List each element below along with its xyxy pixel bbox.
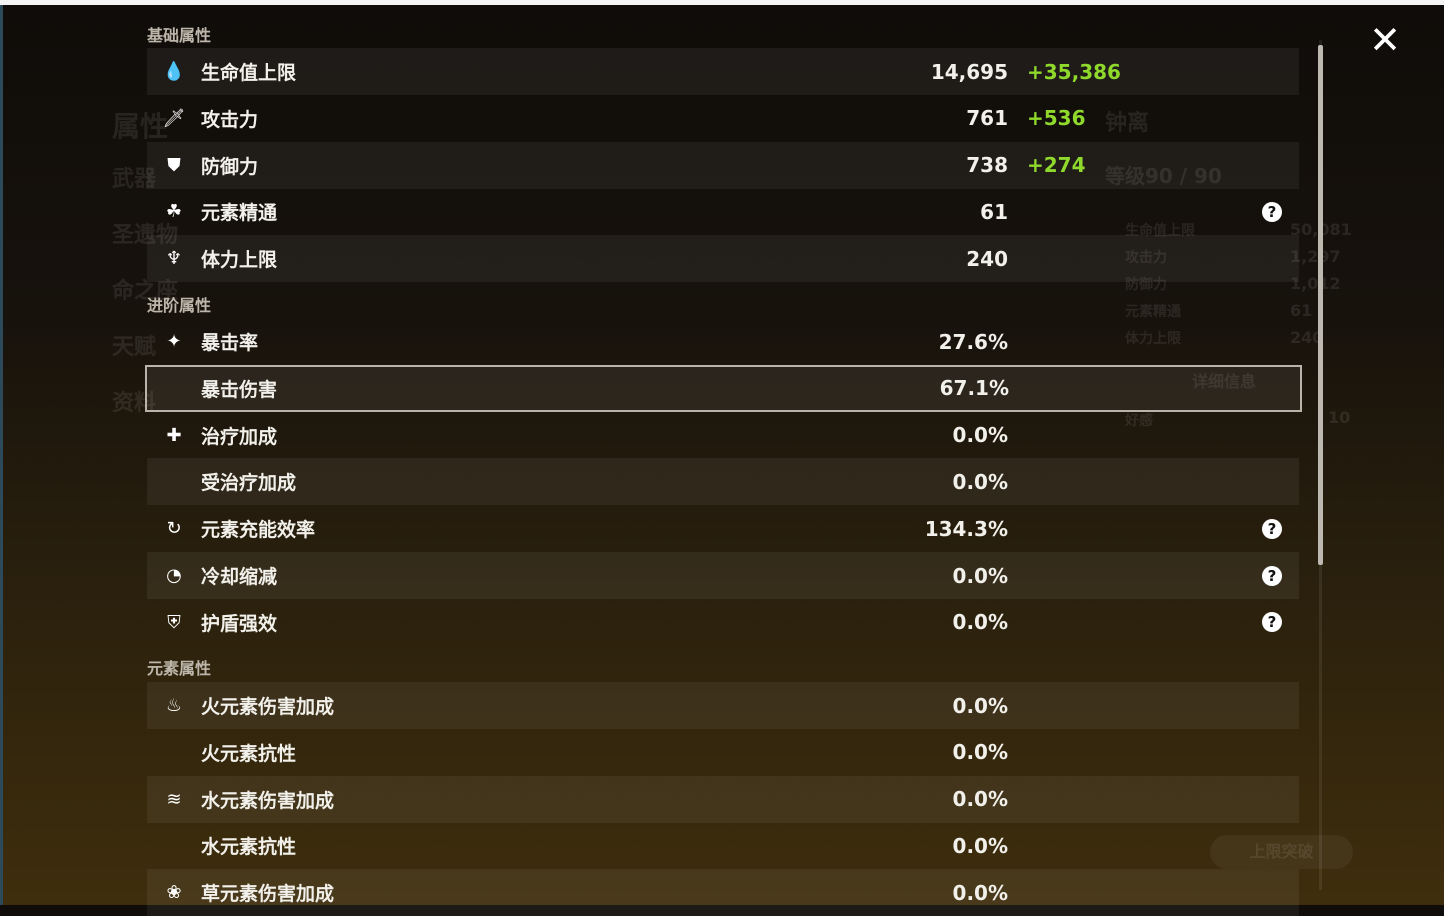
section-title: 进阶属性	[147, 296, 212, 315]
summary-value: 1,297	[1290, 247, 1341, 266]
stat-row[interactable]: ♆ 体力上限 240	[147, 235, 1299, 283]
stat-row[interactable]: ❀ 草元素伤害加成 0.0%	[147, 869, 1299, 916]
stat-bonus: +35,386	[1027, 59, 1121, 84]
stat-value: 14,695	[930, 59, 1008, 84]
cooldown-icon: ◔	[166, 565, 182, 586]
nav-item-1[interactable]: 武器	[112, 167, 157, 192]
stat-row[interactable]: ✚ 治疗加成 0.0%	[147, 412, 1299, 459]
stat-value: 761	[966, 106, 1008, 131]
stat-value: 61	[980, 199, 1008, 224]
stat-label: 生命值上限	[201, 62, 297, 84]
sword-icon: 🗡	[162, 107, 186, 129]
stat-label: 治疗加成	[201, 425, 278, 448]
stat-row[interactable]: 火元素抗性 0.0%	[147, 729, 1299, 776]
stat-value: 0.0%	[952, 787, 1008, 812]
stat-value: 67.1%	[939, 376, 1009, 401]
stat-value: 27.6%	[938, 329, 1008, 354]
elemental-mastery-icon: ☘	[165, 201, 183, 223]
stat-label: 水元素伤害加成	[201, 789, 335, 812]
summary-label: 元素精通	[1125, 304, 1181, 320]
nav-item-2[interactable]: 圣遗物	[112, 223, 179, 248]
stat-row[interactable]: ◔ 冷却缩减 0.0%?	[147, 552, 1299, 599]
stat-label: 护盾强效	[201, 612, 278, 635]
scrollbar-thumb[interactable]	[1318, 45, 1323, 565]
stat-label: 火元素伤害加成	[201, 696, 335, 718]
stat-value: 0.0%	[952, 610, 1008, 635]
stat-label: 暴击伤害	[201, 378, 278, 401]
pyro-icon: ♨	[165, 695, 183, 716]
energy-recharge-icon: ↻	[166, 518, 182, 540]
stat-value: 738	[966, 153, 1008, 178]
stat-label: 水元素抗性	[201, 836, 297, 859]
stat-bonus: +536	[1027, 106, 1086, 131]
stat-row[interactable]: 🗡 攻击力 761 +536	[147, 95, 1299, 142]
help-icon[interactable]: ?	[1262, 518, 1282, 539]
stat-row[interactable]: ☘ 元素精通 61?	[147, 188, 1299, 235]
stat-label: 元素充能效率	[201, 519, 316, 542]
stat-label: 暴击率	[201, 332, 259, 354]
crit-rate-icon: ✦	[166, 331, 182, 352]
stat-value: 0.0%	[952, 563, 1008, 588]
stat-row[interactable]: ≋ 水元素伤害加成 0.0%	[147, 775, 1299, 823]
stat-label: 防御力	[201, 155, 259, 178]
help-icon[interactable]: ?	[1262, 565, 1282, 586]
summary-value: 240	[1290, 328, 1324, 347]
summary-label: 防御力	[1125, 277, 1167, 293]
stat-row[interactable]: 暴击伤害 67.1%	[145, 364, 1302, 412]
ascend-button[interactable]: 上限突破	[1210, 835, 1353, 869]
friendship-label: 好感	[1125, 413, 1153, 429]
section-title: 元素属性	[147, 659, 212, 678]
stat-label: 冷却缩减	[201, 566, 278, 588]
stat-row[interactable]: ⛊ 防御力 738 +274	[147, 141, 1299, 189]
window-left-edge	[0, 5, 3, 905]
character-name: 钟离	[1105, 111, 1150, 136]
stat-value: 0.0%	[952, 740, 1008, 765]
summary-value: 61	[1290, 301, 1313, 320]
stat-value: 0.0%	[952, 469, 1008, 494]
stat-label: 受治疗加成	[201, 472, 297, 495]
stat-value: 240	[966, 246, 1008, 271]
stat-row[interactable]: ↻ 元素充能效率 134.3%?	[147, 505, 1299, 552]
dendro-icon: ❀	[166, 882, 182, 904]
friendship-value: 10	[1328, 408, 1351, 427]
nav-item-0[interactable]: 属性	[112, 110, 169, 143]
stat-row[interactable]: ♨ 火元素伤害加成 0.0%	[147, 682, 1299, 729]
summary-label: 生命值上限	[1125, 223, 1195, 239]
stat-label: 元素精通	[201, 202, 278, 225]
summary-label: 攻击力	[1125, 250, 1167, 266]
healing-icon: ✚	[166, 424, 182, 446]
summary-value: 1,012	[1290, 274, 1341, 293]
stat-value: 0.0%	[952, 833, 1008, 858]
stamina-icon: ♆	[165, 248, 183, 270]
stat-value: 0.0%	[952, 423, 1008, 448]
nav-item-4[interactable]: 天赋	[112, 335, 157, 360]
help-icon[interactable]: ?	[1262, 201, 1282, 222]
stat-row[interactable]: ⛨ 护盾强效 0.0%?	[147, 599, 1299, 646]
stat-value: 0.0%	[952, 693, 1008, 718]
stat-row[interactable]: 受治疗加成 0.0%	[147, 458, 1299, 506]
character-level: 等级90 / 90	[1105, 164, 1222, 188]
nav-item-5[interactable]: 资料	[112, 391, 157, 416]
stat-row[interactable]: 💧 生命值上限 14,695 +35,386	[147, 48, 1299, 95]
window-top-edge	[0, 0, 1444, 5]
section-title: 基础属性	[147, 26, 212, 45]
stat-label: 草元素伤害加成	[201, 883, 335, 906]
stat-value: 134.3%	[924, 516, 1008, 541]
shield-strength-icon: ⛨	[167, 611, 181, 633]
shield-icon: ⛊	[167, 154, 181, 176]
stat-row[interactable]: 水元素抗性 0.0%	[147, 822, 1299, 869]
help-icon[interactable]: ?	[1262, 612, 1282, 633]
hydro-icon: ≋	[166, 788, 182, 810]
stat-label: 体力上限	[201, 249, 278, 272]
summary-label: 体力上限	[1125, 331, 1181, 347]
details-button[interactable]: 详细信息	[1192, 372, 1257, 391]
stat-label: 攻击力	[201, 108, 259, 131]
nav-item-3[interactable]: 命之座	[112, 279, 179, 304]
stat-row[interactable]: ✦ 暴击率 27.6%	[147, 318, 1299, 365]
stat-label: 火元素抗性	[201, 742, 297, 765]
stat-value: 0.0%	[952, 880, 1008, 905]
close-button[interactable]: ✕	[1369, 18, 1401, 62]
hp-drop-icon: 💧	[162, 61, 186, 82]
stat-bonus: +274	[1027, 153, 1086, 178]
